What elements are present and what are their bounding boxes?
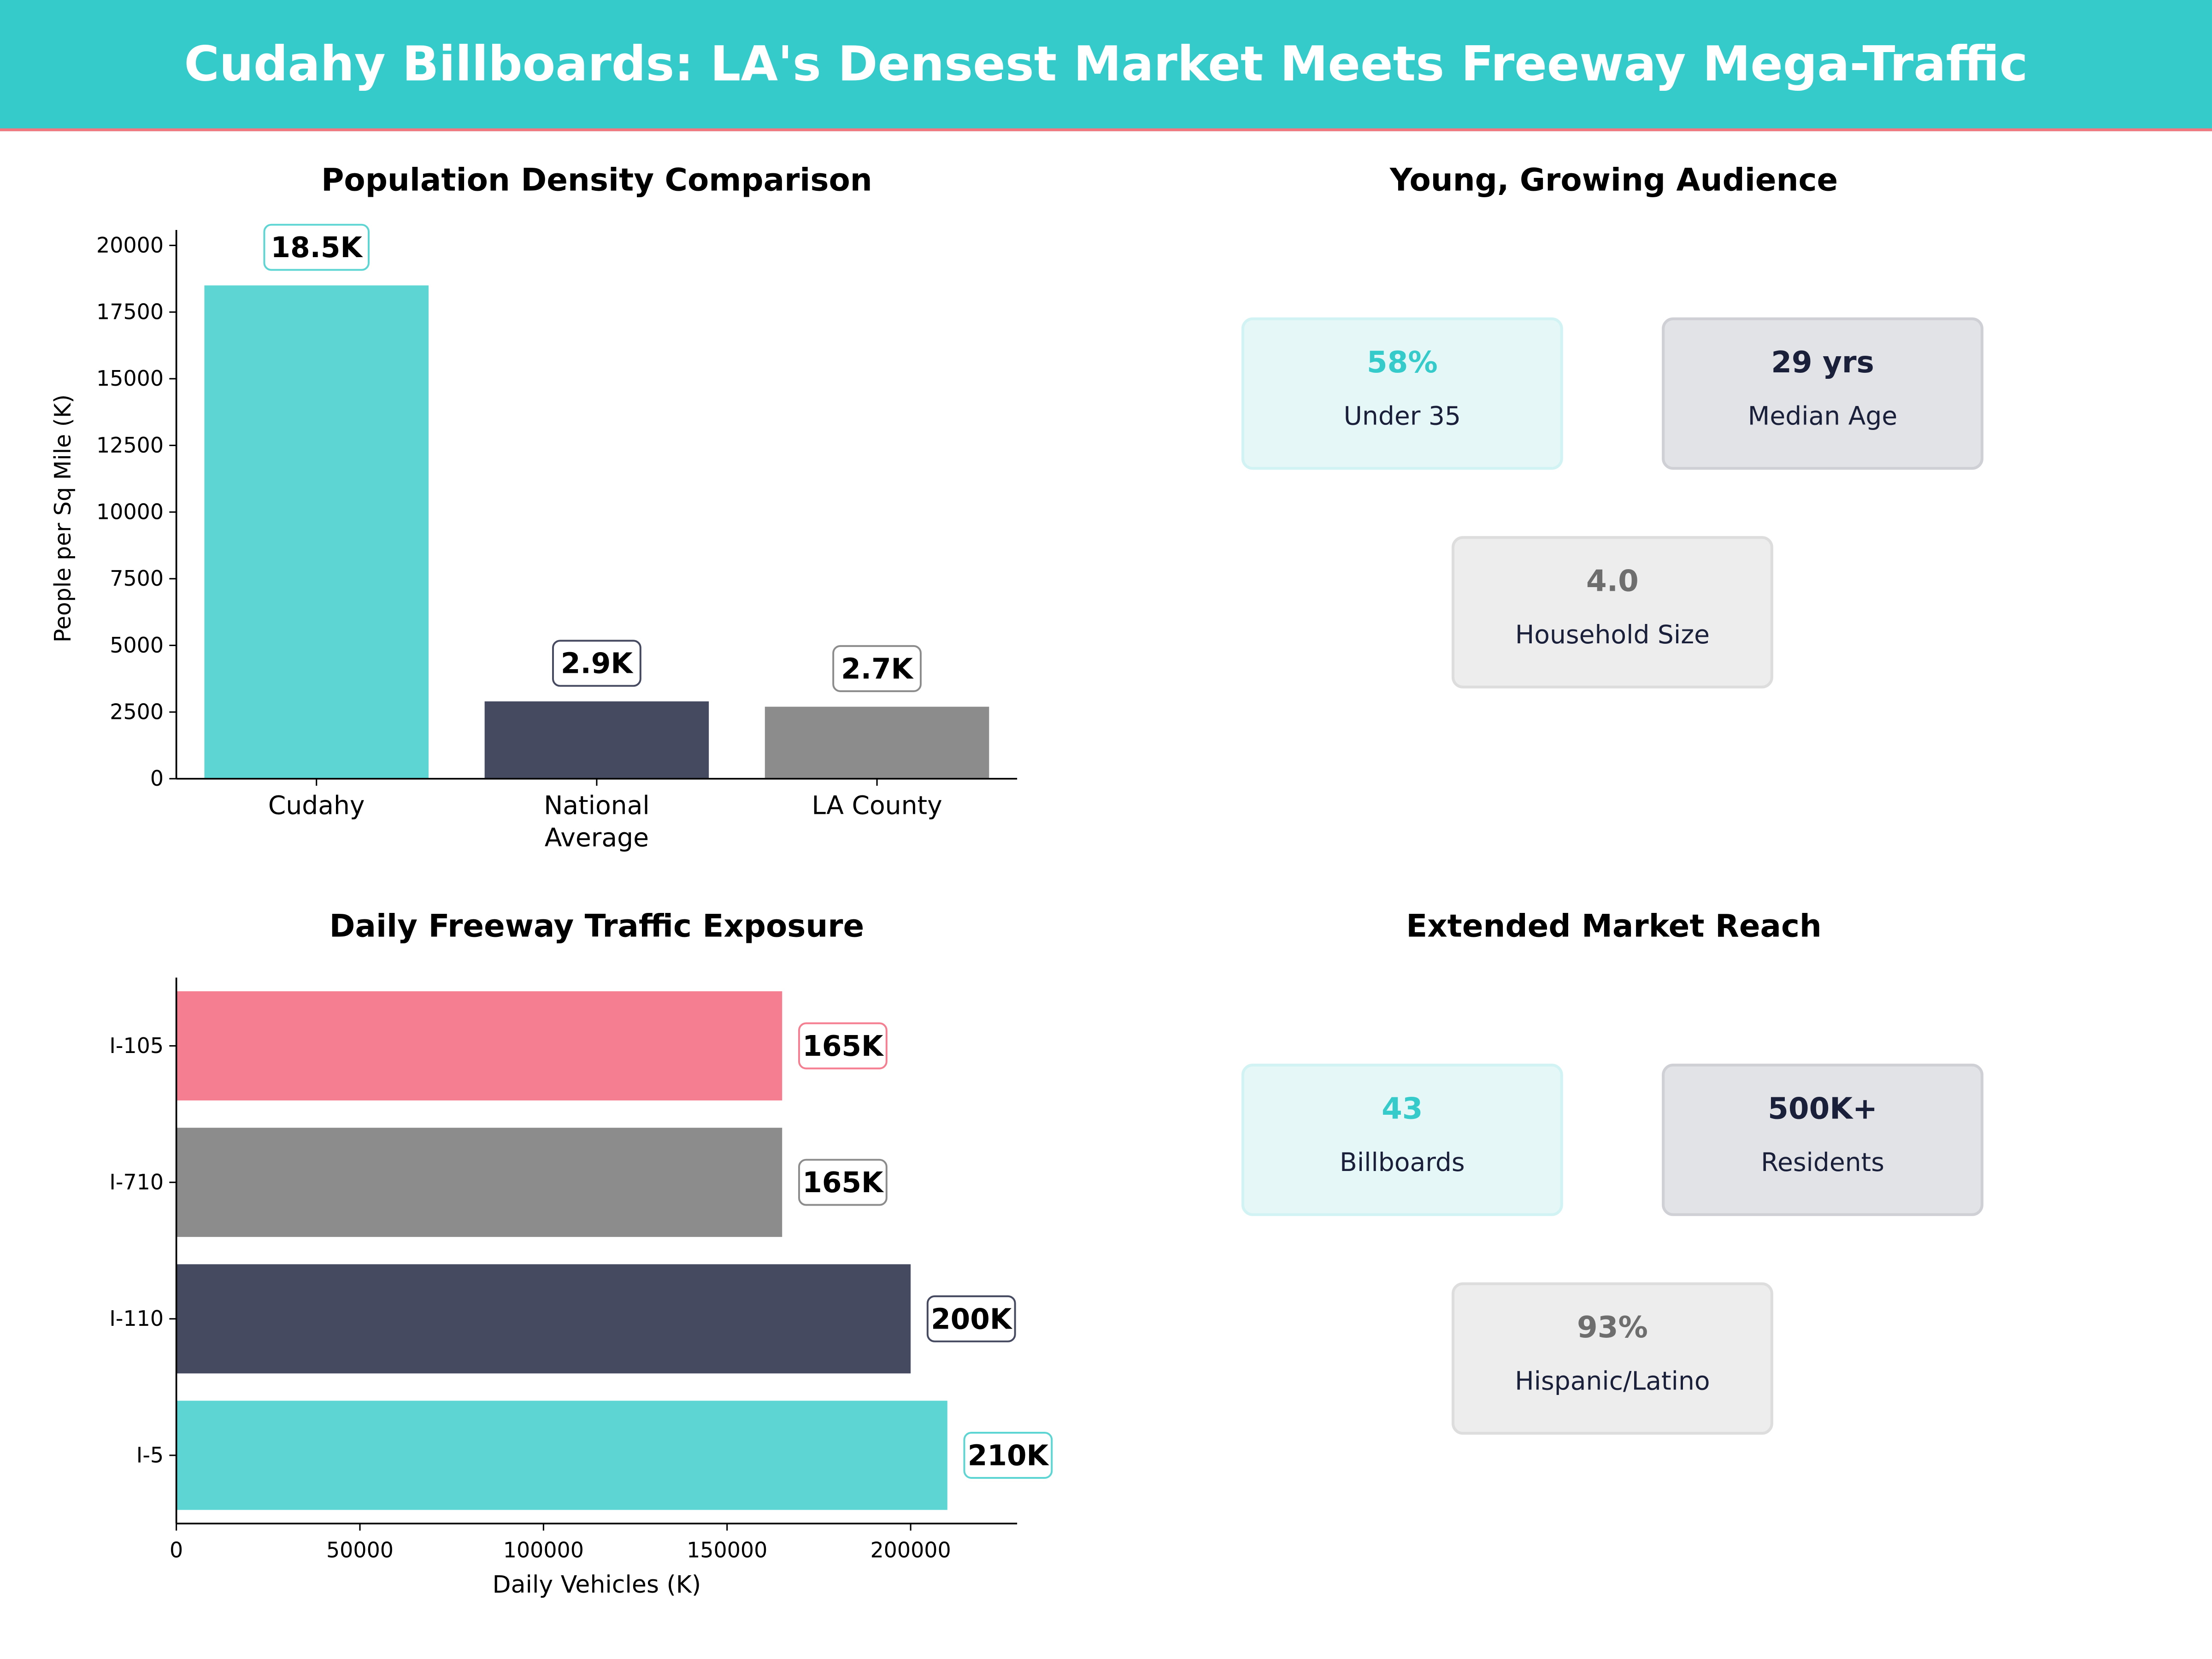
audience-title: Young, Growing Audience <box>1389 164 1838 199</box>
y-tick-label: 10000 <box>96 499 164 524</box>
x-tick-label: Cudahy <box>268 790 365 820</box>
bar-i-710 <box>176 1128 782 1237</box>
card-value: 43 <box>1382 1092 1423 1126</box>
reach-card-hispanic: 93% Hispanic/Latino <box>1451 1282 1773 1435</box>
data-label-box <box>963 1432 1053 1479</box>
data-label-box <box>798 1159 888 1206</box>
y-tick-label: I-105 <box>109 1033 164 1058</box>
y-tick-label: 15000 <box>96 366 164 391</box>
bar-cudahy <box>204 285 429 779</box>
y-tick-label: 20000 <box>96 233 164 258</box>
x-tick-label: LA County <box>812 790 942 820</box>
traffic-chart-title: Daily Freeway Traffic Exposure <box>329 910 865 946</box>
data-label: 165K <box>802 1030 884 1063</box>
x-axis-label: Daily Vehicles (K) <box>493 1571 701 1599</box>
card-value: 29 yrs <box>1771 345 1874 380</box>
bar-la-county <box>765 706 989 779</box>
card-label: Median Age <box>1747 402 1898 432</box>
density-chart-title: Population Density Comparison <box>321 164 872 199</box>
data-label: 200K <box>931 1303 1013 1335</box>
page-title: Cudahy Billboards: LA's Densest Market M… <box>184 36 2028 93</box>
x-tick-label: 200000 <box>870 1538 951 1563</box>
data-label-box <box>832 645 922 692</box>
data-label: 18.5K <box>271 231 363 264</box>
card-label: Under 35 <box>1343 402 1461 432</box>
card-label: Residents <box>1761 1148 1884 1178</box>
card-value: 58% <box>1366 345 1438 380</box>
x-tick-label: National <box>544 790 650 820</box>
audience-card-under35: 58% Under 35 <box>1241 317 1563 470</box>
data-label: 2.9K <box>561 647 634 680</box>
y-tick-label: 12500 <box>96 433 164 458</box>
card-value: 4.0 <box>1586 564 1639 598</box>
data-label-box <box>798 1022 888 1070</box>
x-tick-label: 150000 <box>687 1538 767 1563</box>
y-tick-label: 0 <box>150 766 164 791</box>
card-label: Household Size <box>1515 620 1710 651</box>
reach-card-residents: 500K+ Residents <box>1662 1064 1984 1216</box>
data-label-box <box>926 1295 1016 1342</box>
y-tick-label: I-710 <box>109 1170 164 1194</box>
y-tick-label: 17500 <box>96 299 164 324</box>
x-tick-label: Average <box>545 823 649 853</box>
bar-i-110 <box>176 1264 911 1374</box>
audience-card-median-age: 29 yrs Median Age <box>1662 317 1984 470</box>
data-label-box <box>263 224 370 271</box>
y-tick-label: I-5 <box>136 1442 164 1467</box>
card-label: Billboards <box>1340 1148 1465 1178</box>
y-tick-label: 2500 <box>110 699 164 724</box>
bar-national-average <box>484 701 709 779</box>
audience-card-household-size: 4.0 Household Size <box>1451 536 1773 688</box>
bar-i-105 <box>176 991 782 1100</box>
card-value: 500K+ <box>1768 1092 1878 1126</box>
y-tick-label: 5000 <box>110 633 164 658</box>
y-tick-label: I-110 <box>109 1306 164 1331</box>
card-label: Hispanic/Latino <box>1515 1367 1710 1397</box>
data-label: 210K <box>968 1439 1050 1472</box>
x-tick-label: 0 <box>170 1538 183 1563</box>
x-tick-label: 100000 <box>503 1538 584 1563</box>
data-label-box <box>552 640 641 687</box>
reach-card-billboards: 43 Billboards <box>1241 1064 1563 1216</box>
data-label: 165K <box>802 1166 884 1199</box>
reach-title: Extended Market Reach <box>1406 910 1822 946</box>
y-axis-label: People per Sq Mile (K) <box>50 394 76 642</box>
data-label: 2.7K <box>841 653 914 685</box>
header-banner: Cudahy Billboards: LA's Densest Market M… <box>0 0 2212 131</box>
card-value: 93% <box>1577 1310 1648 1345</box>
y-tick-label: 7500 <box>110 566 164 591</box>
bar-i-5 <box>176 1400 947 1510</box>
x-tick-label: 50000 <box>326 1538 394 1563</box>
